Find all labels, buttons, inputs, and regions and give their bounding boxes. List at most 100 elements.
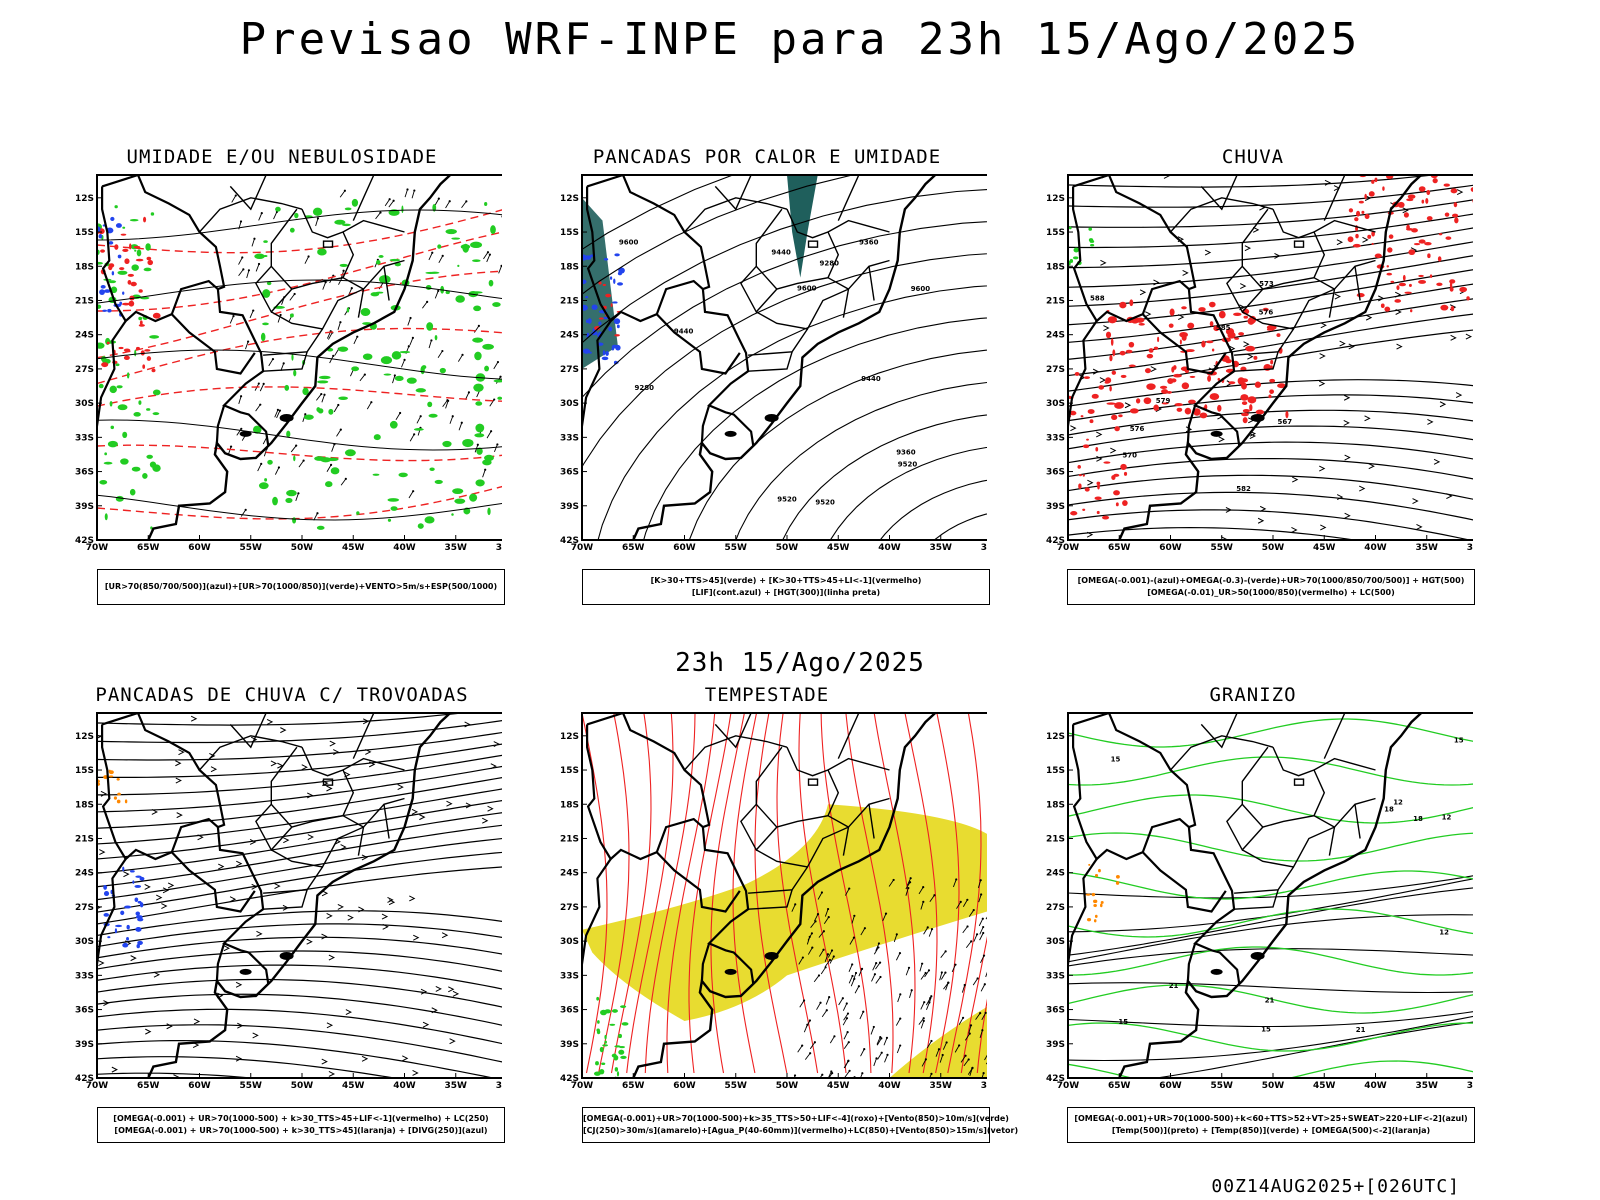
field-blob bbox=[129, 488, 136, 496]
field-blob bbox=[262, 289, 271, 298]
lake-mark bbox=[1210, 968, 1223, 975]
panel-title: PANCADAS DE CHUVA C/ TROVOADAS bbox=[95, 684, 469, 706]
field-blob bbox=[1174, 402, 1183, 407]
field-blob bbox=[1449, 286, 1454, 292]
field-blob bbox=[601, 356, 609, 361]
field-blob bbox=[133, 245, 141, 249]
stream-arrow bbox=[321, 933, 328, 940]
legend-line: [Temp(500)](preto) + [Temp(850)](verde) … bbox=[1111, 1126, 1431, 1135]
field-blob bbox=[474, 433, 485, 438]
wind-vector bbox=[958, 1017, 964, 1025]
stream-arrow bbox=[218, 863, 225, 870]
stream-arrow bbox=[252, 1032, 259, 1039]
stream-arrow bbox=[1178, 314, 1185, 321]
lon-label: 35W bbox=[930, 543, 953, 553]
temp500-contour bbox=[1068, 982, 1473, 994]
stream-arrow bbox=[266, 718, 274, 725]
wind-vector-head bbox=[921, 962, 924, 965]
wind-vector bbox=[906, 877, 912, 886]
stream-arrow bbox=[1396, 343, 1403, 350]
map-layer bbox=[97, 175, 502, 540]
stream-arrow bbox=[307, 834, 314, 841]
border-line bbox=[740, 803, 778, 852]
wind-vector bbox=[313, 513, 318, 521]
wind-vector-head bbox=[930, 928, 934, 931]
lon-label: 45W bbox=[827, 1081, 850, 1091]
border-line bbox=[198, 197, 303, 233]
border-line bbox=[837, 175, 860, 221]
field-blob bbox=[132, 880, 135, 884]
wind-vector-head bbox=[802, 999, 806, 1002]
field-blob bbox=[389, 420, 398, 429]
field-blob bbox=[591, 331, 598, 336]
legend-tempestade: [OMEGA(-0.001)+UR>70(1000-500)+k>35_TTS>… bbox=[582, 1107, 1018, 1143]
wind-vector bbox=[964, 1033, 971, 1041]
lat-label: 36S bbox=[1046, 1006, 1065, 1016]
wind-vector-head bbox=[426, 300, 429, 303]
wind-vector-head bbox=[500, 264, 502, 268]
field-blob bbox=[1105, 331, 1112, 339]
wind-vector-head bbox=[257, 262, 261, 266]
stream-arrow bbox=[1394, 291, 1402, 298]
wind-vector bbox=[854, 985, 860, 994]
wind-vector-head bbox=[826, 907, 830, 911]
field-blob bbox=[351, 198, 359, 207]
lat-label: 12S bbox=[1046, 194, 1065, 204]
field-blob bbox=[117, 792, 121, 796]
border-line bbox=[229, 175, 267, 211]
stream-arrow bbox=[493, 741, 500, 747]
border-line bbox=[1200, 175, 1238, 211]
lat-label: 24S bbox=[560, 869, 579, 879]
wind-vector-head bbox=[853, 914, 856, 917]
field-blob bbox=[601, 1062, 606, 1066]
wind-vector bbox=[392, 375, 396, 384]
wind-vector-head bbox=[892, 878, 895, 882]
wind-vector bbox=[859, 1011, 864, 1020]
field-blob bbox=[587, 318, 592, 324]
legend-line: [OMEGA(-0.001)+UR>70(1000-500)+k>35_TTS>… bbox=[583, 1114, 1009, 1123]
streamline bbox=[97, 1024, 502, 1063]
border-line bbox=[270, 746, 355, 828]
field-blob bbox=[417, 523, 424, 529]
border-line bbox=[101, 186, 219, 323]
map-frame bbox=[581, 174, 987, 541]
stream-arrow bbox=[103, 1000, 110, 1006]
field-blob bbox=[487, 507, 491, 516]
field-blob bbox=[136, 944, 140, 949]
wind-vector-head bbox=[388, 198, 391, 201]
wind-vector-head bbox=[979, 1012, 982, 1015]
lat-label: 12S bbox=[560, 194, 579, 204]
stream-arrow bbox=[326, 912, 333, 919]
field-blob bbox=[1098, 868, 1101, 873]
field-blob bbox=[294, 212, 299, 219]
wind-vector-head bbox=[794, 903, 797, 906]
streamline bbox=[1068, 227, 1473, 269]
field-blob bbox=[609, 276, 613, 280]
border-line bbox=[1186, 943, 1197, 982]
contour-label: 15 bbox=[1454, 737, 1464, 745]
lon-label: 65W bbox=[137, 1081, 160, 1091]
field-blob bbox=[138, 316, 143, 321]
field-blob bbox=[1095, 446, 1099, 452]
streamline bbox=[97, 950, 502, 972]
lon-label: 65W bbox=[137, 543, 160, 553]
wind-vector bbox=[295, 493, 299, 501]
precip-water-line bbox=[947, 713, 982, 1074]
wind-vector-head bbox=[955, 878, 958, 881]
wind-vector bbox=[428, 340, 432, 349]
wind-vector bbox=[409, 434, 415, 442]
field-blob bbox=[475, 479, 485, 487]
lon-label: 55W bbox=[1211, 1081, 1234, 1091]
field-blob bbox=[390, 506, 398, 511]
wind-vector-head bbox=[878, 961, 882, 964]
height-contour bbox=[643, 317, 987, 540]
wind-vector bbox=[817, 892, 823, 900]
stream-arrow bbox=[1153, 279, 1160, 286]
field-blob bbox=[1111, 414, 1118, 421]
field-blob bbox=[328, 408, 334, 415]
field-blob bbox=[602, 350, 606, 356]
lat-label: 39S bbox=[560, 1040, 579, 1050]
field-blob bbox=[1444, 212, 1450, 217]
wind-vector-head bbox=[247, 340, 250, 343]
field-blob bbox=[1253, 355, 1258, 360]
